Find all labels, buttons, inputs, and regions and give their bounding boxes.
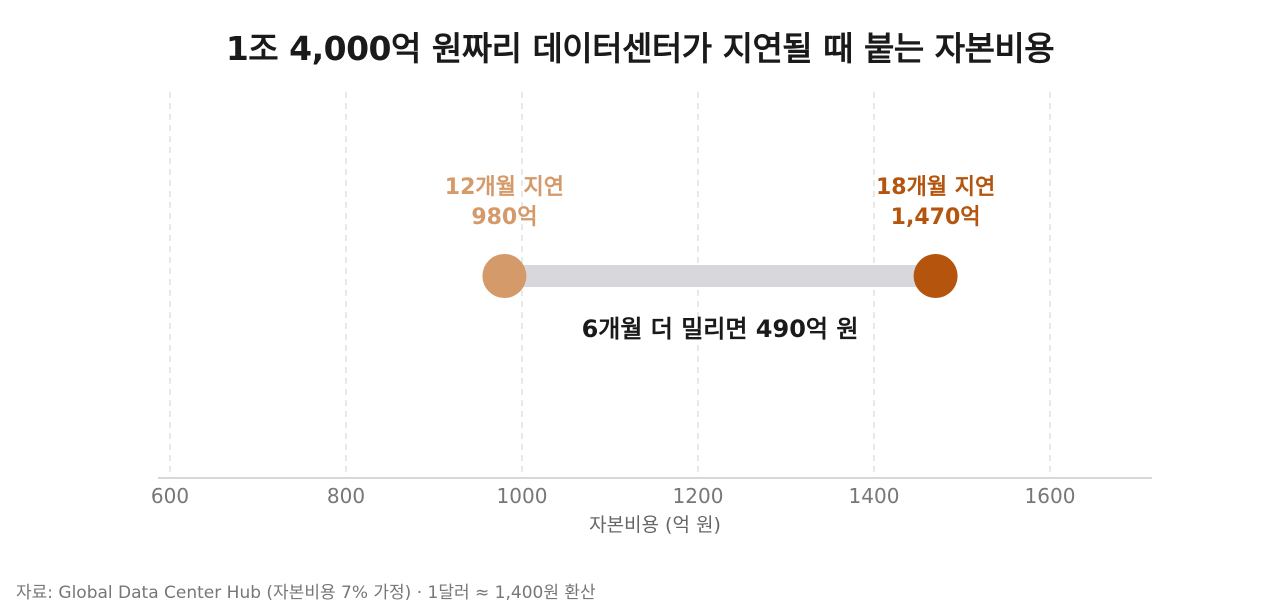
x-tick-label-1400: 1400 <box>849 484 900 508</box>
x-tick-label-1200: 1200 <box>673 484 724 508</box>
x-axis-label: 자본비용 (억 원) <box>589 514 721 536</box>
point-1-value-label: 980억 <box>471 205 537 230</box>
point-2-label: 18개월 지연 <box>876 175 995 200</box>
difference-annotation: 6개월 더 밀리면 490억 원 <box>582 315 859 343</box>
x-tick-label-600: 600 <box>151 484 189 508</box>
source-note: 자료: Global Data Center Hub (자본비용 7% 가정) … <box>16 583 596 603</box>
x-tick-label-1000: 1000 <box>497 484 548 508</box>
x-tick-label-800: 800 <box>327 484 365 508</box>
point-1-marker <box>482 254 527 298</box>
chart-title: 1조 4,000억 원짜리 데이터센터가 지연될 때 붙는 자본비용 <box>225 29 1055 68</box>
point-2-value-label: 1,470억 <box>891 205 981 230</box>
x-tick-label-1600: 1600 <box>1025 484 1076 508</box>
x-axis-ticks: 600 800 1000 1200 1400 1600 <box>151 484 1076 508</box>
dumbbell-points: 12개월 지연 980억 18개월 지연 1,470억 <box>445 175 995 298</box>
point-1-label: 12개월 지연 <box>445 175 564 200</box>
point-2-marker <box>913 254 958 298</box>
